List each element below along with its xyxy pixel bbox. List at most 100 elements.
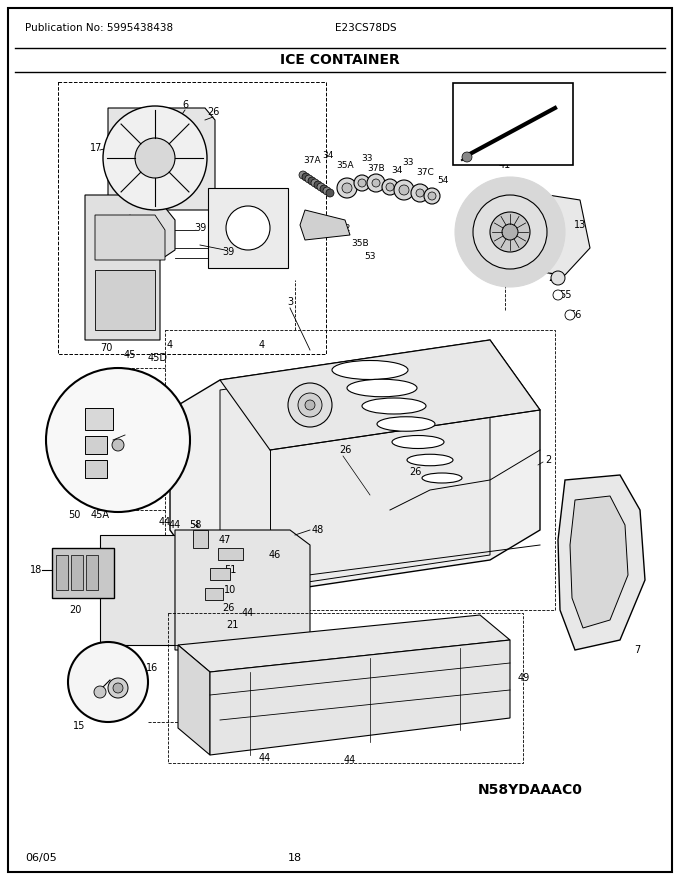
Polygon shape: [570, 496, 628, 628]
Circle shape: [462, 152, 472, 162]
Text: 18: 18: [30, 565, 42, 575]
Text: 26: 26: [409, 467, 421, 477]
Ellipse shape: [332, 361, 408, 379]
Circle shape: [394, 180, 414, 200]
Text: 33: 33: [361, 153, 373, 163]
Circle shape: [399, 185, 409, 195]
Circle shape: [342, 183, 352, 193]
Circle shape: [326, 189, 334, 197]
Circle shape: [112, 439, 124, 451]
Text: 47: 47: [219, 535, 231, 545]
Text: N58YDAAAC0: N58YDAAAC0: [477, 783, 583, 797]
Text: 70: 70: [100, 343, 112, 353]
Text: 16: 16: [146, 663, 158, 673]
Text: 21: 21: [226, 620, 238, 630]
Text: 56: 56: [568, 310, 581, 320]
Polygon shape: [170, 340, 540, 600]
Polygon shape: [558, 475, 645, 650]
Circle shape: [317, 183, 325, 191]
Polygon shape: [95, 215, 165, 260]
Circle shape: [382, 179, 398, 195]
Ellipse shape: [377, 417, 435, 431]
Text: 44: 44: [259, 753, 271, 763]
Circle shape: [428, 192, 436, 200]
Bar: [210, 568, 230, 580]
Text: 6: 6: [182, 100, 188, 110]
Text: 45B: 45B: [152, 444, 169, 452]
Circle shape: [358, 179, 366, 187]
Circle shape: [302, 173, 310, 181]
Polygon shape: [85, 195, 175, 340]
Circle shape: [311, 179, 319, 187]
Bar: [168, 613, 523, 763]
Text: 06/05: 06/05: [25, 853, 56, 863]
Circle shape: [367, 174, 385, 192]
Text: 34: 34: [322, 150, 334, 159]
Text: 39: 39: [194, 223, 206, 233]
Text: 26: 26: [207, 107, 219, 117]
Text: 45A: 45A: [90, 510, 109, 520]
Text: 44: 44: [344, 755, 356, 765]
Circle shape: [305, 400, 315, 410]
Bar: [85, 460, 107, 478]
Circle shape: [94, 686, 106, 698]
Bar: [208, 188, 288, 268]
Ellipse shape: [362, 398, 426, 414]
Polygon shape: [220, 352, 490, 595]
Circle shape: [386, 183, 394, 191]
Text: 55: 55: [559, 290, 571, 300]
Circle shape: [502, 224, 518, 240]
Circle shape: [473, 195, 547, 269]
Circle shape: [551, 271, 565, 285]
Bar: [453, 83, 573, 165]
Text: 10: 10: [224, 585, 236, 595]
Text: 45C: 45C: [54, 400, 72, 409]
Circle shape: [298, 393, 322, 417]
Text: 44: 44: [159, 517, 171, 527]
Ellipse shape: [347, 379, 417, 397]
Bar: [218, 548, 243, 560]
Bar: [100, 535, 175, 645]
Bar: [205, 588, 223, 600]
Bar: [85, 436, 107, 454]
Polygon shape: [95, 270, 155, 330]
Text: 53: 53: [364, 252, 376, 260]
Text: 3: 3: [287, 297, 293, 307]
Polygon shape: [300, 210, 350, 240]
Circle shape: [135, 138, 175, 178]
Text: 26: 26: [222, 603, 234, 613]
Circle shape: [553, 290, 563, 300]
Circle shape: [308, 177, 316, 185]
Text: 44: 44: [169, 520, 181, 530]
Text: 39: 39: [222, 247, 234, 257]
Polygon shape: [210, 640, 510, 755]
Text: 25: 25: [509, 275, 522, 285]
Text: 15: 15: [73, 721, 85, 731]
Text: 20: 20: [69, 605, 81, 615]
Text: 41: 41: [499, 160, 511, 170]
Text: 37B: 37B: [367, 164, 385, 172]
Text: 26: 26: [339, 445, 351, 455]
Circle shape: [565, 310, 575, 320]
Ellipse shape: [407, 454, 453, 466]
Circle shape: [323, 187, 331, 195]
Circle shape: [299, 171, 307, 179]
Text: 49: 49: [518, 673, 530, 683]
Ellipse shape: [422, 473, 462, 483]
Bar: [56, 555, 68, 590]
Bar: [165, 330, 555, 610]
Text: 22: 22: [465, 88, 477, 98]
Circle shape: [490, 212, 530, 252]
Circle shape: [416, 189, 424, 197]
Text: 46: 46: [269, 550, 281, 560]
Circle shape: [108, 678, 128, 698]
Bar: [86, 555, 98, 590]
Circle shape: [411, 184, 429, 202]
Text: 44: 44: [180, 645, 192, 655]
Polygon shape: [178, 645, 210, 755]
Polygon shape: [530, 195, 590, 275]
Wedge shape: [455, 177, 565, 287]
Bar: [52, 548, 114, 598]
Text: 54: 54: [437, 175, 449, 185]
Polygon shape: [178, 615, 510, 672]
